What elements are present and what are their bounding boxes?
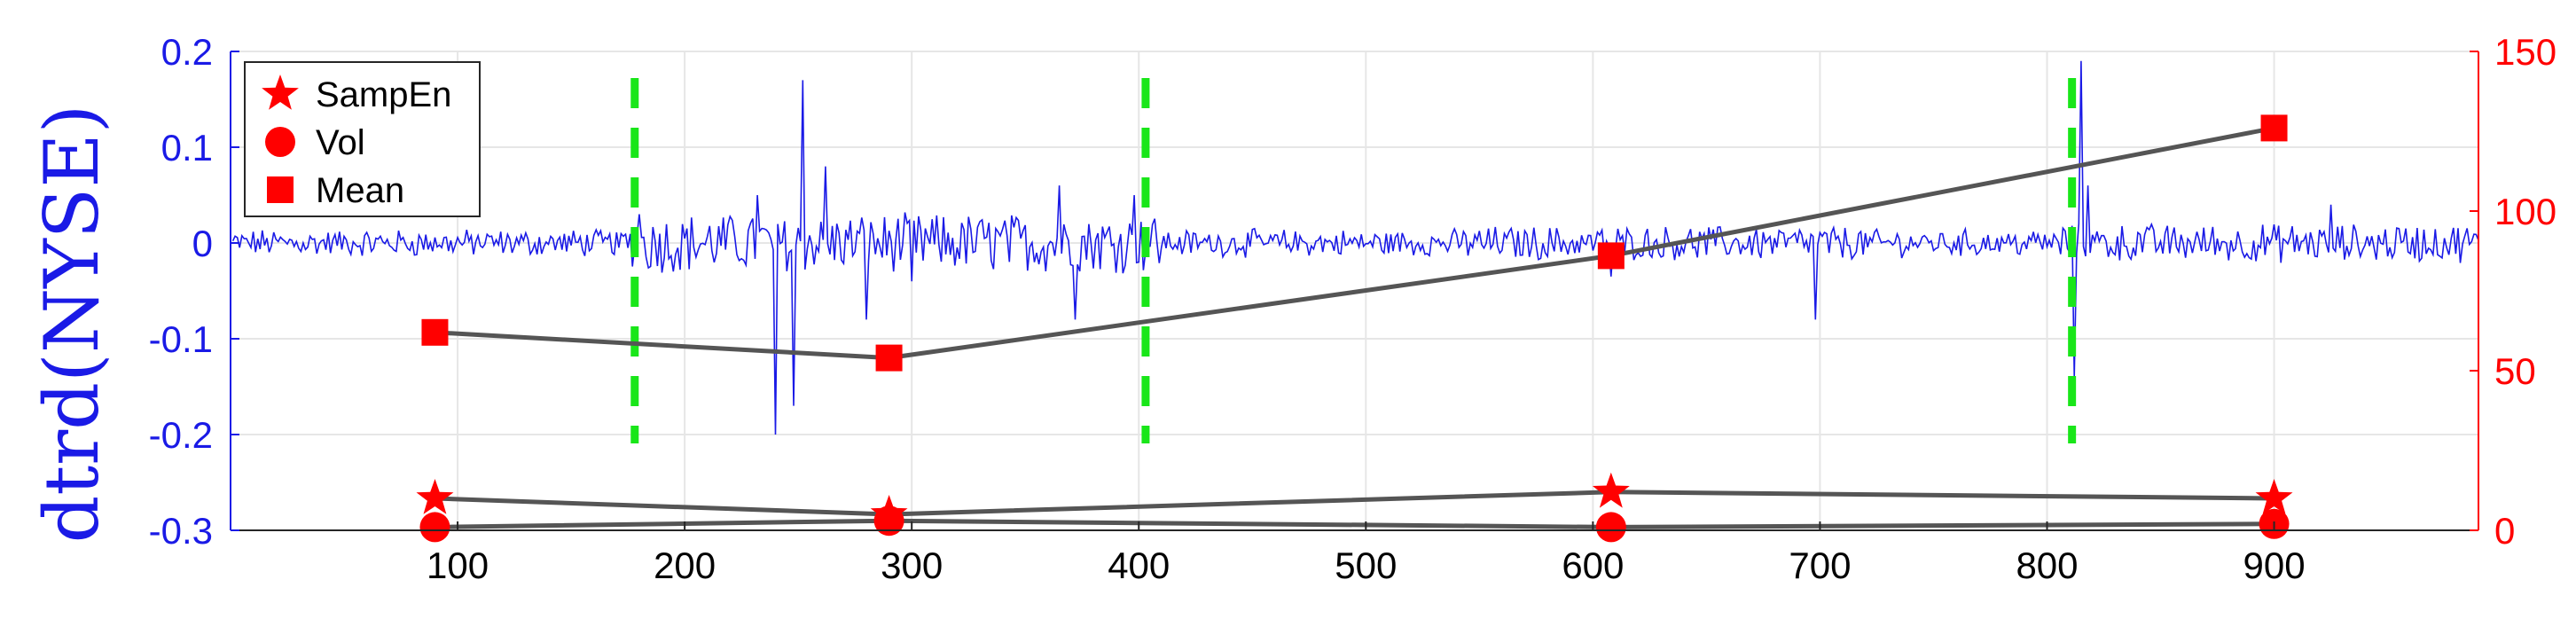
y-axis-label: dtrd(NYSE) bbox=[28, 105, 115, 544]
signal-layer bbox=[231, 60, 2479, 435]
left-tick-label: 0 bbox=[192, 223, 213, 264]
x-tick-label: 200 bbox=[654, 545, 716, 586]
x-tick-label: 700 bbox=[1789, 545, 1851, 586]
series-line-sampen bbox=[435, 490, 2275, 517]
left-tick-label: 0.1 bbox=[161, 127, 213, 168]
signal-line bbox=[231, 60, 2479, 435]
point-vol bbox=[419, 512, 450, 543]
x-tick-label: 800 bbox=[2016, 545, 2078, 586]
series-line-mean bbox=[435, 125, 2275, 361]
point-mean bbox=[2260, 114, 2288, 142]
right-tick-label: 150 bbox=[2494, 31, 2556, 73]
point-mean bbox=[1597, 242, 1625, 270]
legend-label-mean: Mean bbox=[316, 171, 404, 210]
point-vol bbox=[873, 505, 904, 537]
point-vol bbox=[1595, 512, 1626, 543]
left-tick-label: 0.2 bbox=[161, 31, 213, 73]
left-tick-label: -0.1 bbox=[149, 318, 213, 360]
grid bbox=[231, 51, 2478, 531]
left-tick-label: -0.3 bbox=[149, 510, 213, 552]
right-tick-label: 50 bbox=[2494, 350, 2536, 392]
left-tick-label: -0.2 bbox=[149, 414, 213, 456]
x-tick-label: 600 bbox=[1562, 545, 1624, 586]
point-mean bbox=[421, 318, 449, 346]
point-sampen bbox=[2255, 479, 2293, 514]
x-tick-label: 100 bbox=[427, 545, 489, 586]
series-line-vol bbox=[435, 518, 2275, 529]
x-tick-label: 900 bbox=[2243, 545, 2306, 586]
right-tick-label: 0 bbox=[2494, 510, 2515, 552]
x-tick-label: 500 bbox=[1335, 545, 1397, 586]
x-tick-label: 300 bbox=[881, 545, 943, 586]
legend-label-vol: Vol bbox=[316, 123, 365, 162]
segment-boundaries bbox=[630, 78, 2077, 443]
tick-labels: 100 200 300 400 500 600 700 800 9000.20.10-0.1-0… bbox=[149, 31, 2556, 586]
legend: SampEn Vol Mean bbox=[244, 61, 481, 217]
legend-marker-sampen bbox=[262, 74, 299, 110]
series-layer bbox=[416, 114, 2293, 543]
point-sampen bbox=[416, 479, 454, 514]
x-tick-label: 400 bbox=[1108, 545, 1170, 586]
axes bbox=[230, 51, 2479, 531]
point-mean bbox=[875, 344, 903, 372]
legend-label-sampen: SampEn bbox=[316, 75, 451, 114]
legend-marker-vol bbox=[265, 127, 295, 157]
right-tick-label: 100 bbox=[2494, 191, 2556, 232]
legend-marker-mean bbox=[267, 176, 294, 203]
point-sampen bbox=[1592, 472, 1630, 508]
